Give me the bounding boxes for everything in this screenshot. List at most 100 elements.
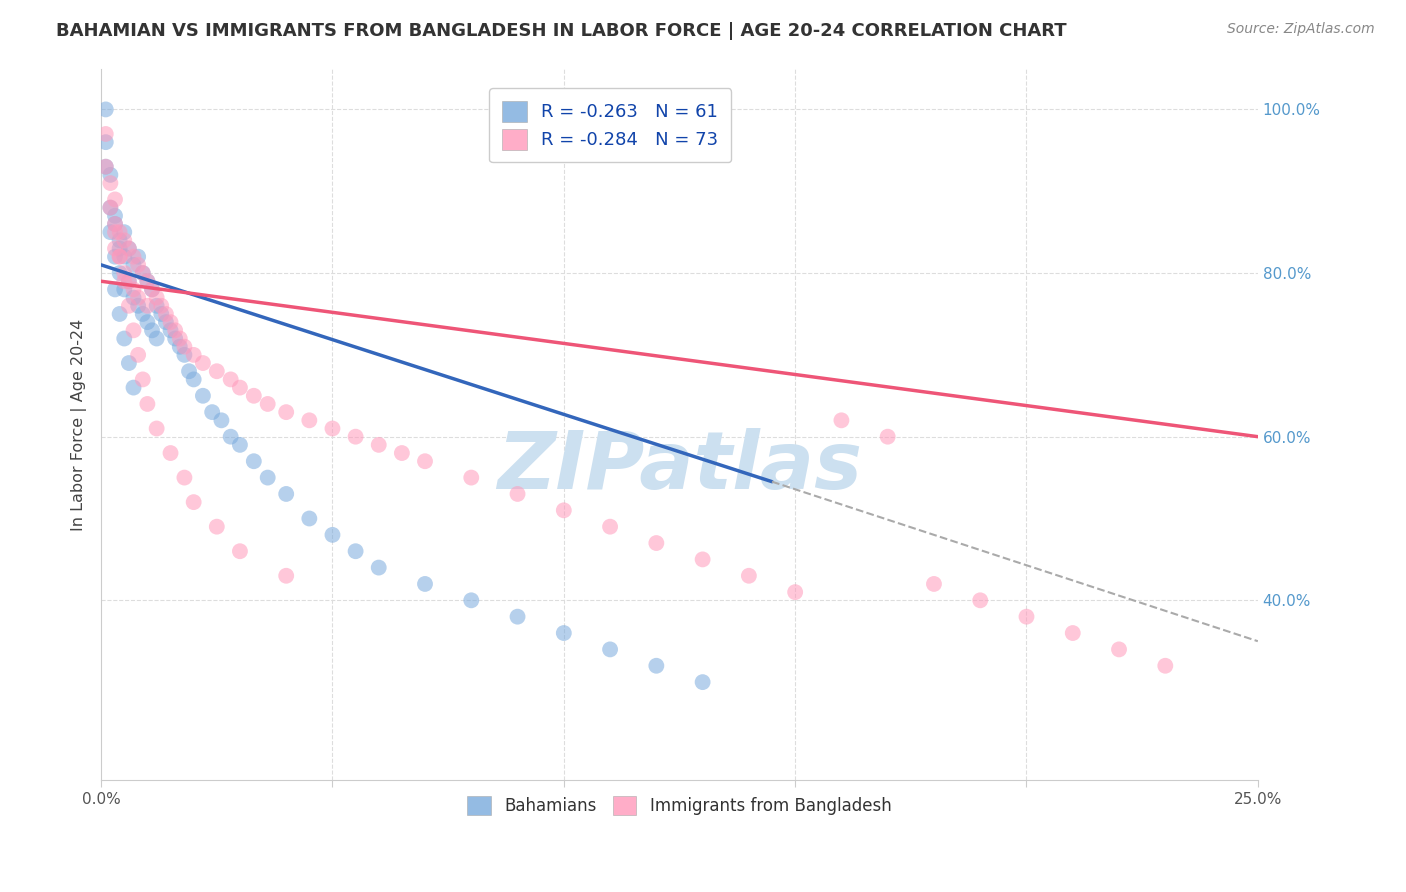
Point: [112, 250, 135, 264]
Point: [645, 658, 668, 673]
Point: [553, 626, 575, 640]
Point: [173, 340, 195, 354]
Point: [969, 593, 991, 607]
Point: [108, 250, 131, 264]
Point: [321, 528, 343, 542]
Point: [94, 160, 117, 174]
Point: [169, 340, 191, 354]
Point: [108, 266, 131, 280]
Point: [136, 397, 159, 411]
Point: [599, 642, 621, 657]
Point: [136, 274, 159, 288]
Point: [276, 405, 298, 419]
Point: [108, 242, 131, 256]
Point: [165, 323, 187, 337]
Point: [413, 577, 436, 591]
Point: [276, 487, 298, 501]
Point: [122, 258, 145, 272]
Point: [122, 282, 145, 296]
Point: [460, 470, 482, 484]
Point: [104, 217, 127, 231]
Point: [391, 446, 413, 460]
Point: [112, 331, 135, 345]
Point: [145, 331, 167, 345]
Point: [876, 430, 898, 444]
Point: [460, 593, 482, 607]
Point: [100, 201, 122, 215]
Point: [141, 282, 163, 296]
Point: [145, 299, 167, 313]
Point: [321, 421, 343, 435]
Point: [145, 421, 167, 435]
Point: [173, 348, 195, 362]
Point: [136, 315, 159, 329]
Point: [553, 503, 575, 517]
Point: [108, 250, 131, 264]
Point: [177, 364, 200, 378]
Text: BAHAMIAN VS IMMIGRANTS FROM BANGLADESH IN LABOR FORCE | AGE 20-24 CORRELATION CH: BAHAMIAN VS IMMIGRANTS FROM BANGLADESH I…: [56, 22, 1067, 40]
Point: [127, 258, 149, 272]
Point: [201, 405, 224, 419]
Point: [136, 299, 159, 313]
Point: [155, 315, 177, 329]
Point: [413, 454, 436, 468]
Point: [256, 397, 278, 411]
Point: [183, 348, 205, 362]
Point: [506, 487, 529, 501]
Point: [645, 536, 668, 550]
Point: [112, 266, 135, 280]
Point: [159, 323, 181, 337]
Point: [122, 323, 145, 337]
Point: [276, 568, 298, 582]
Point: [127, 299, 149, 313]
Point: [183, 372, 205, 386]
Legend: Bahamians, Immigrants from Bangladesh: Bahamians, Immigrants from Bangladesh: [457, 786, 901, 825]
Point: [132, 372, 155, 386]
Point: [159, 446, 181, 460]
Point: [165, 331, 187, 345]
Point: [104, 225, 127, 239]
Point: [785, 585, 807, 599]
Point: [367, 560, 389, 574]
Point: [127, 348, 149, 362]
Point: [122, 250, 145, 264]
Point: [298, 413, 321, 427]
Point: [145, 291, 167, 305]
Point: [132, 266, 155, 280]
Point: [229, 438, 252, 452]
Point: [94, 127, 117, 141]
Point: [298, 511, 321, 525]
Point: [692, 552, 714, 566]
Point: [118, 242, 141, 256]
Point: [738, 568, 761, 582]
Point: [118, 274, 141, 288]
Point: [100, 168, 122, 182]
Point: [104, 282, 127, 296]
Point: [104, 209, 127, 223]
Point: [104, 242, 127, 256]
Point: [219, 430, 242, 444]
Point: [506, 609, 529, 624]
Point: [1108, 642, 1130, 657]
Y-axis label: In Labor Force | Age 20-24: In Labor Force | Age 20-24: [72, 318, 87, 531]
Point: [1015, 609, 1038, 624]
Point: [112, 282, 135, 296]
Point: [104, 250, 127, 264]
Point: [112, 233, 135, 247]
Point: [112, 225, 135, 239]
Point: [344, 544, 367, 558]
Point: [191, 389, 214, 403]
Point: [104, 217, 127, 231]
Point: [243, 389, 266, 403]
Point: [367, 438, 389, 452]
Point: [173, 470, 195, 484]
Point: [132, 307, 155, 321]
Point: [94, 103, 117, 117]
Point: [183, 495, 205, 509]
Point: [100, 176, 122, 190]
Point: [205, 519, 228, 533]
Point: [108, 307, 131, 321]
Point: [599, 519, 621, 533]
Text: Source: ZipAtlas.com: Source: ZipAtlas.com: [1227, 22, 1375, 37]
Point: [169, 331, 191, 345]
